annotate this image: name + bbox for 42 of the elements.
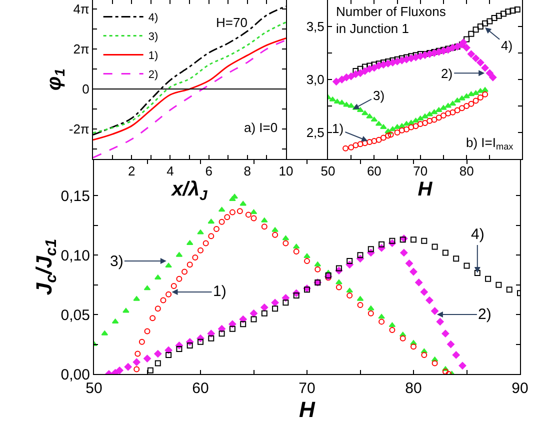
annotation: H=70	[216, 15, 248, 30]
y-tick-label: 2,5	[306, 125, 324, 140]
annotation: 3)	[373, 88, 385, 103]
annotation: 1)	[332, 121, 344, 136]
annotation: a) I=0	[244, 120, 278, 135]
annotation: 2)	[478, 306, 492, 323]
annotation: 4)	[471, 226, 484, 243]
x-tick-label: 90	[512, 380, 528, 397]
y-tick-label: 0	[82, 82, 90, 97]
x-tick-label: 70	[413, 164, 428, 179]
x-tick-label: 50	[320, 164, 336, 179]
legend-label: 2)	[148, 68, 158, 81]
x-tick-label: 60	[192, 380, 209, 397]
annotation: 1)	[213, 283, 226, 300]
x-axis-title: H	[299, 397, 316, 422]
x-tick-label: 8	[244, 164, 252, 179]
y-tick-label: 0,10	[60, 247, 90, 264]
x-tick-label: 10	[278, 164, 294, 179]
x-axis-title: x/λ$_{J}$	[170, 178, 209, 203]
x-tick-label: 6	[205, 164, 212, 179]
y-tick-label: 2π	[73, 42, 90, 57]
legend-label: 4)	[148, 12, 158, 24]
annotation: 3)	[110, 253, 124, 270]
x-tick-label: 80	[405, 380, 422, 397]
x-tick-label: 70	[298, 380, 316, 397]
x-tick-label: 60	[366, 164, 382, 179]
y-tick-label: 0,05	[60, 306, 90, 324]
y-tick-label: 3,0	[306, 72, 324, 88]
annotation: b) I=I$_{max}$	[466, 135, 514, 152]
x-tick-label: 80	[459, 164, 474, 179]
annotation: 2)	[441, 66, 453, 81]
x-tick-label: 4	[166, 164, 174, 179]
legend-label: 1)	[148, 50, 158, 62]
legend-label: 3)	[148, 30, 158, 43]
y-tick-label: 3,5	[306, 19, 324, 34]
annotation: 4)	[501, 38, 513, 53]
y-tick-label: 4π	[73, 2, 90, 17]
y-tick-label: 0,15	[60, 188, 90, 205]
y-tick-label: -2π	[68, 122, 90, 137]
x-tick-label: 2	[128, 164, 136, 179]
x-axis-title: H	[418, 178, 433, 201]
annotation: Number of Fluxons in Junction 1	[336, 4, 446, 36]
